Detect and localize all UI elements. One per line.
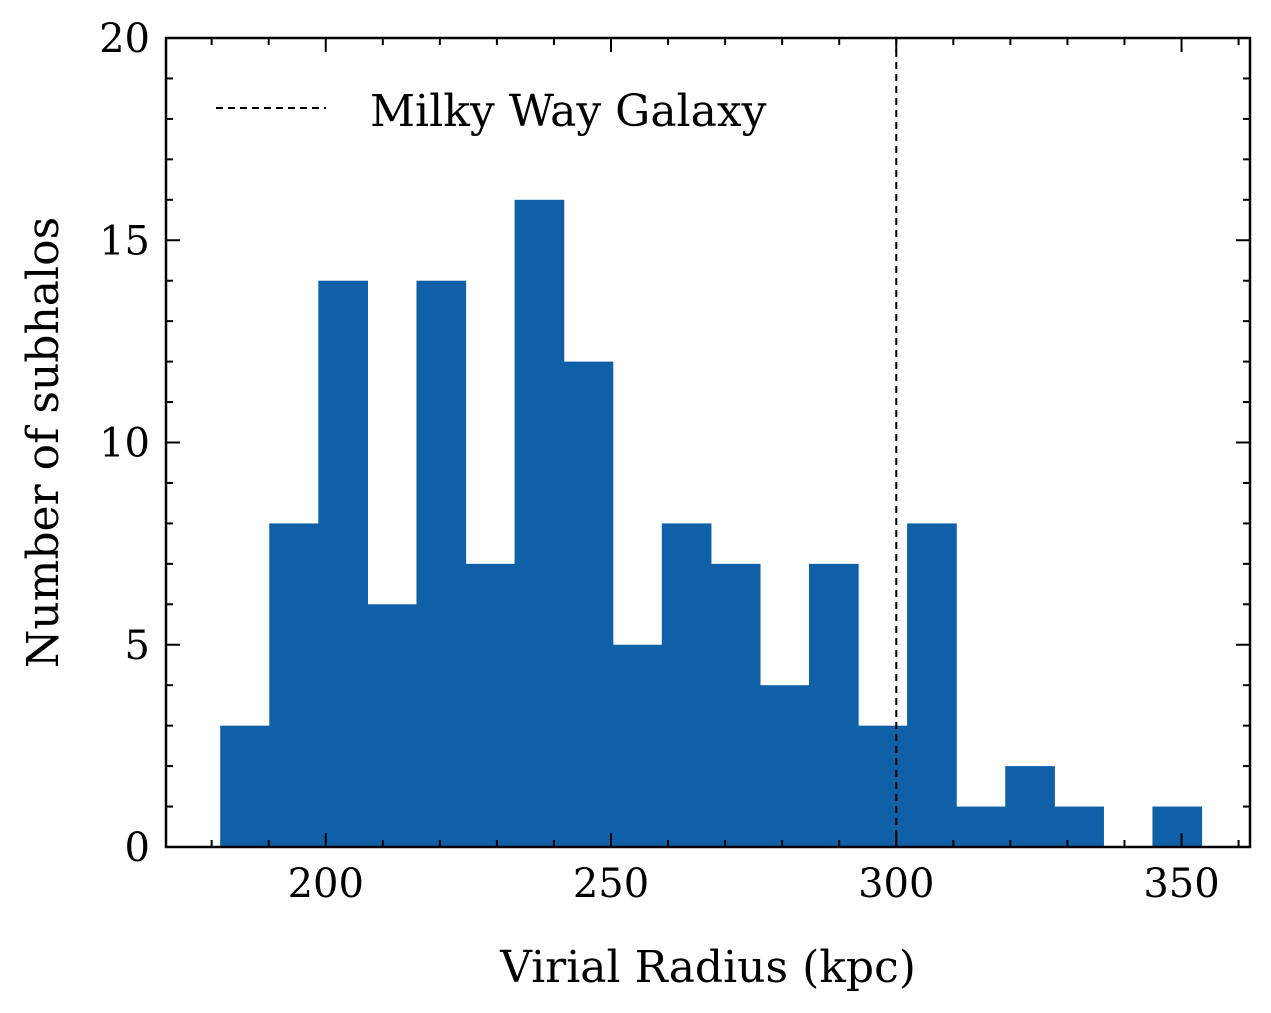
histogram-bar <box>220 725 270 847</box>
x-tick-label: 350 <box>1143 861 1219 907</box>
plot-frame <box>164 36 1252 849</box>
histogram-bar <box>465 563 516 847</box>
y-tick-label: 0 <box>125 825 150 871</box>
histogram-bar <box>661 523 712 847</box>
histogram-bar <box>858 725 908 847</box>
x-tick-label: 250 <box>573 861 649 907</box>
legend: Milky Way Galaxy <box>216 86 767 137</box>
histogram-bar <box>907 523 957 847</box>
histogram-bar <box>367 604 418 847</box>
histogram-bar <box>318 280 368 847</box>
histogram-bar <box>269 523 319 847</box>
histogram-bar <box>956 806 1006 847</box>
x-tick-label: 200 <box>288 861 364 907</box>
y-tick-label: 15 <box>99 218 150 264</box>
histogram-bar <box>563 361 614 847</box>
histogram-bar <box>514 199 565 848</box>
x-axis-label: Virial Radius (kpc) <box>499 942 916 993</box>
y-tick-label: 10 <box>99 421 150 467</box>
histogram-bar <box>1005 766 1055 847</box>
y-tick-label: 20 <box>99 16 150 62</box>
histogram-bar <box>416 280 467 847</box>
y-axis-label: Number of subhalos <box>18 217 69 668</box>
x-tick-labels: 200 250 300 350 <box>288 861 1220 907</box>
y-tick-labels: 0 5 10 15 20 <box>99 16 150 871</box>
x-tick-label: 300 <box>858 861 934 907</box>
histogram-bars <box>220 199 1203 848</box>
y-tick-label: 5 <box>125 623 150 669</box>
legend-label: Milky Way Galaxy <box>370 86 767 137</box>
histogram-bar <box>612 644 663 847</box>
histogram-bar <box>808 563 859 847</box>
histogram-bar <box>1054 806 1104 847</box>
histogram-bar <box>710 563 761 847</box>
histogram-bar <box>759 685 810 847</box>
histogram-bar <box>1152 806 1203 847</box>
